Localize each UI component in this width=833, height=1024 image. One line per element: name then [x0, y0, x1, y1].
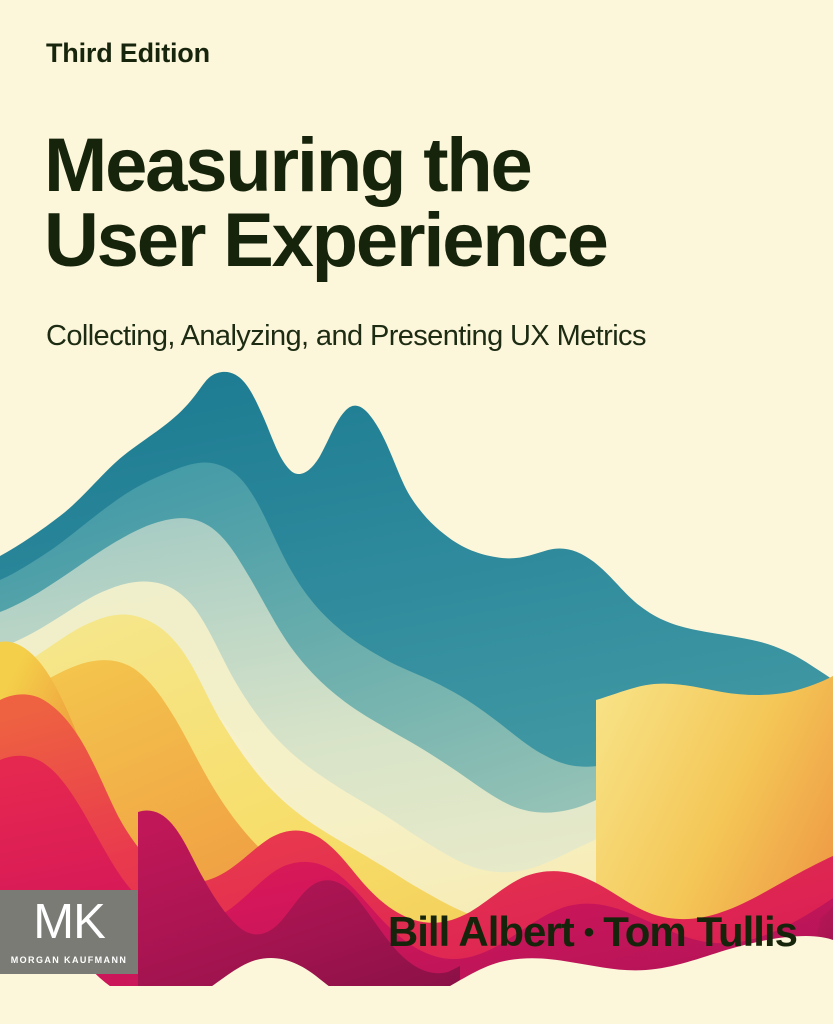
page-subtitle: Collecting, Analyzing, and Presenting UX… [46, 320, 646, 352]
publisher-logo: MK MORGAN KAUFMANN [0, 890, 138, 974]
bottom-cream-strip [0, 986, 833, 1024]
publisher-name: MORGAN KAUFMANN [10, 955, 128, 965]
author-names: Bill Albert • Tom Tullis [387, 908, 798, 956]
author-separator-dot: • [583, 916, 594, 949]
wave-plum-foreground [138, 810, 460, 1024]
publisher-mark-mk: MK [33, 895, 106, 949]
title-line-2: User Experience [44, 198, 609, 284]
title-line-1: Measuring the [44, 123, 533, 208]
author-first: Bill Albert [387, 908, 575, 955]
page-title: Measuring the User Experience [44, 123, 784, 284]
edition-label: Third Edition [46, 38, 210, 68]
author-second: Tom Tullis [603, 908, 798, 955]
